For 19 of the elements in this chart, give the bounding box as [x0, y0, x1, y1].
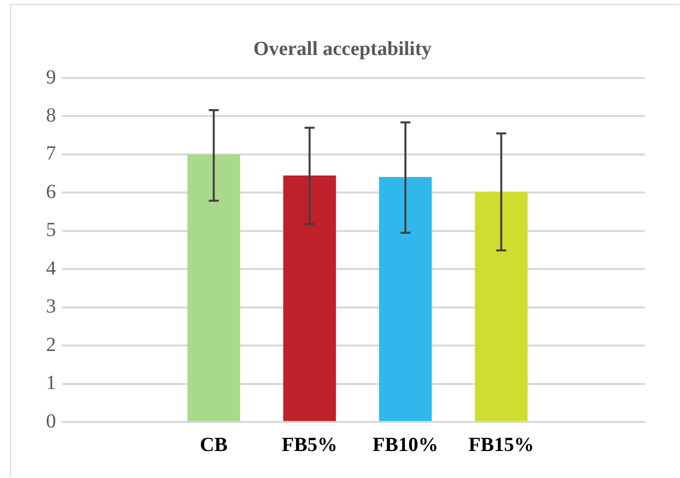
bar — [283, 175, 336, 421]
y-tick-label: 4 — [46, 257, 56, 280]
y-tick-label: 5 — [46, 219, 56, 242]
y-tick-label: 8 — [46, 104, 56, 126]
y-tick-label: 3 — [46, 296, 56, 318]
y-tick-label: 6 — [46, 180, 56, 203]
bar — [187, 154, 240, 421]
x-tick-label: FB15% — [468, 434, 534, 456]
x-tick-label: CB — [200, 434, 228, 456]
bar — [474, 192, 528, 421]
bar — [379, 176, 432, 421]
y-tick-label: 1 — [46, 372, 56, 394]
y-tick-label: 2 — [46, 334, 56, 356]
y-tick-label: 0 — [46, 410, 56, 432]
x-tick-label: FB5% — [282, 434, 338, 456]
x-tick-label: FB10% — [372, 434, 438, 456]
y-tick-label: 7 — [46, 142, 56, 165]
y-tick-label: 9 — [46, 66, 56, 88]
chart-title: Overall acceptability — [253, 38, 432, 60]
